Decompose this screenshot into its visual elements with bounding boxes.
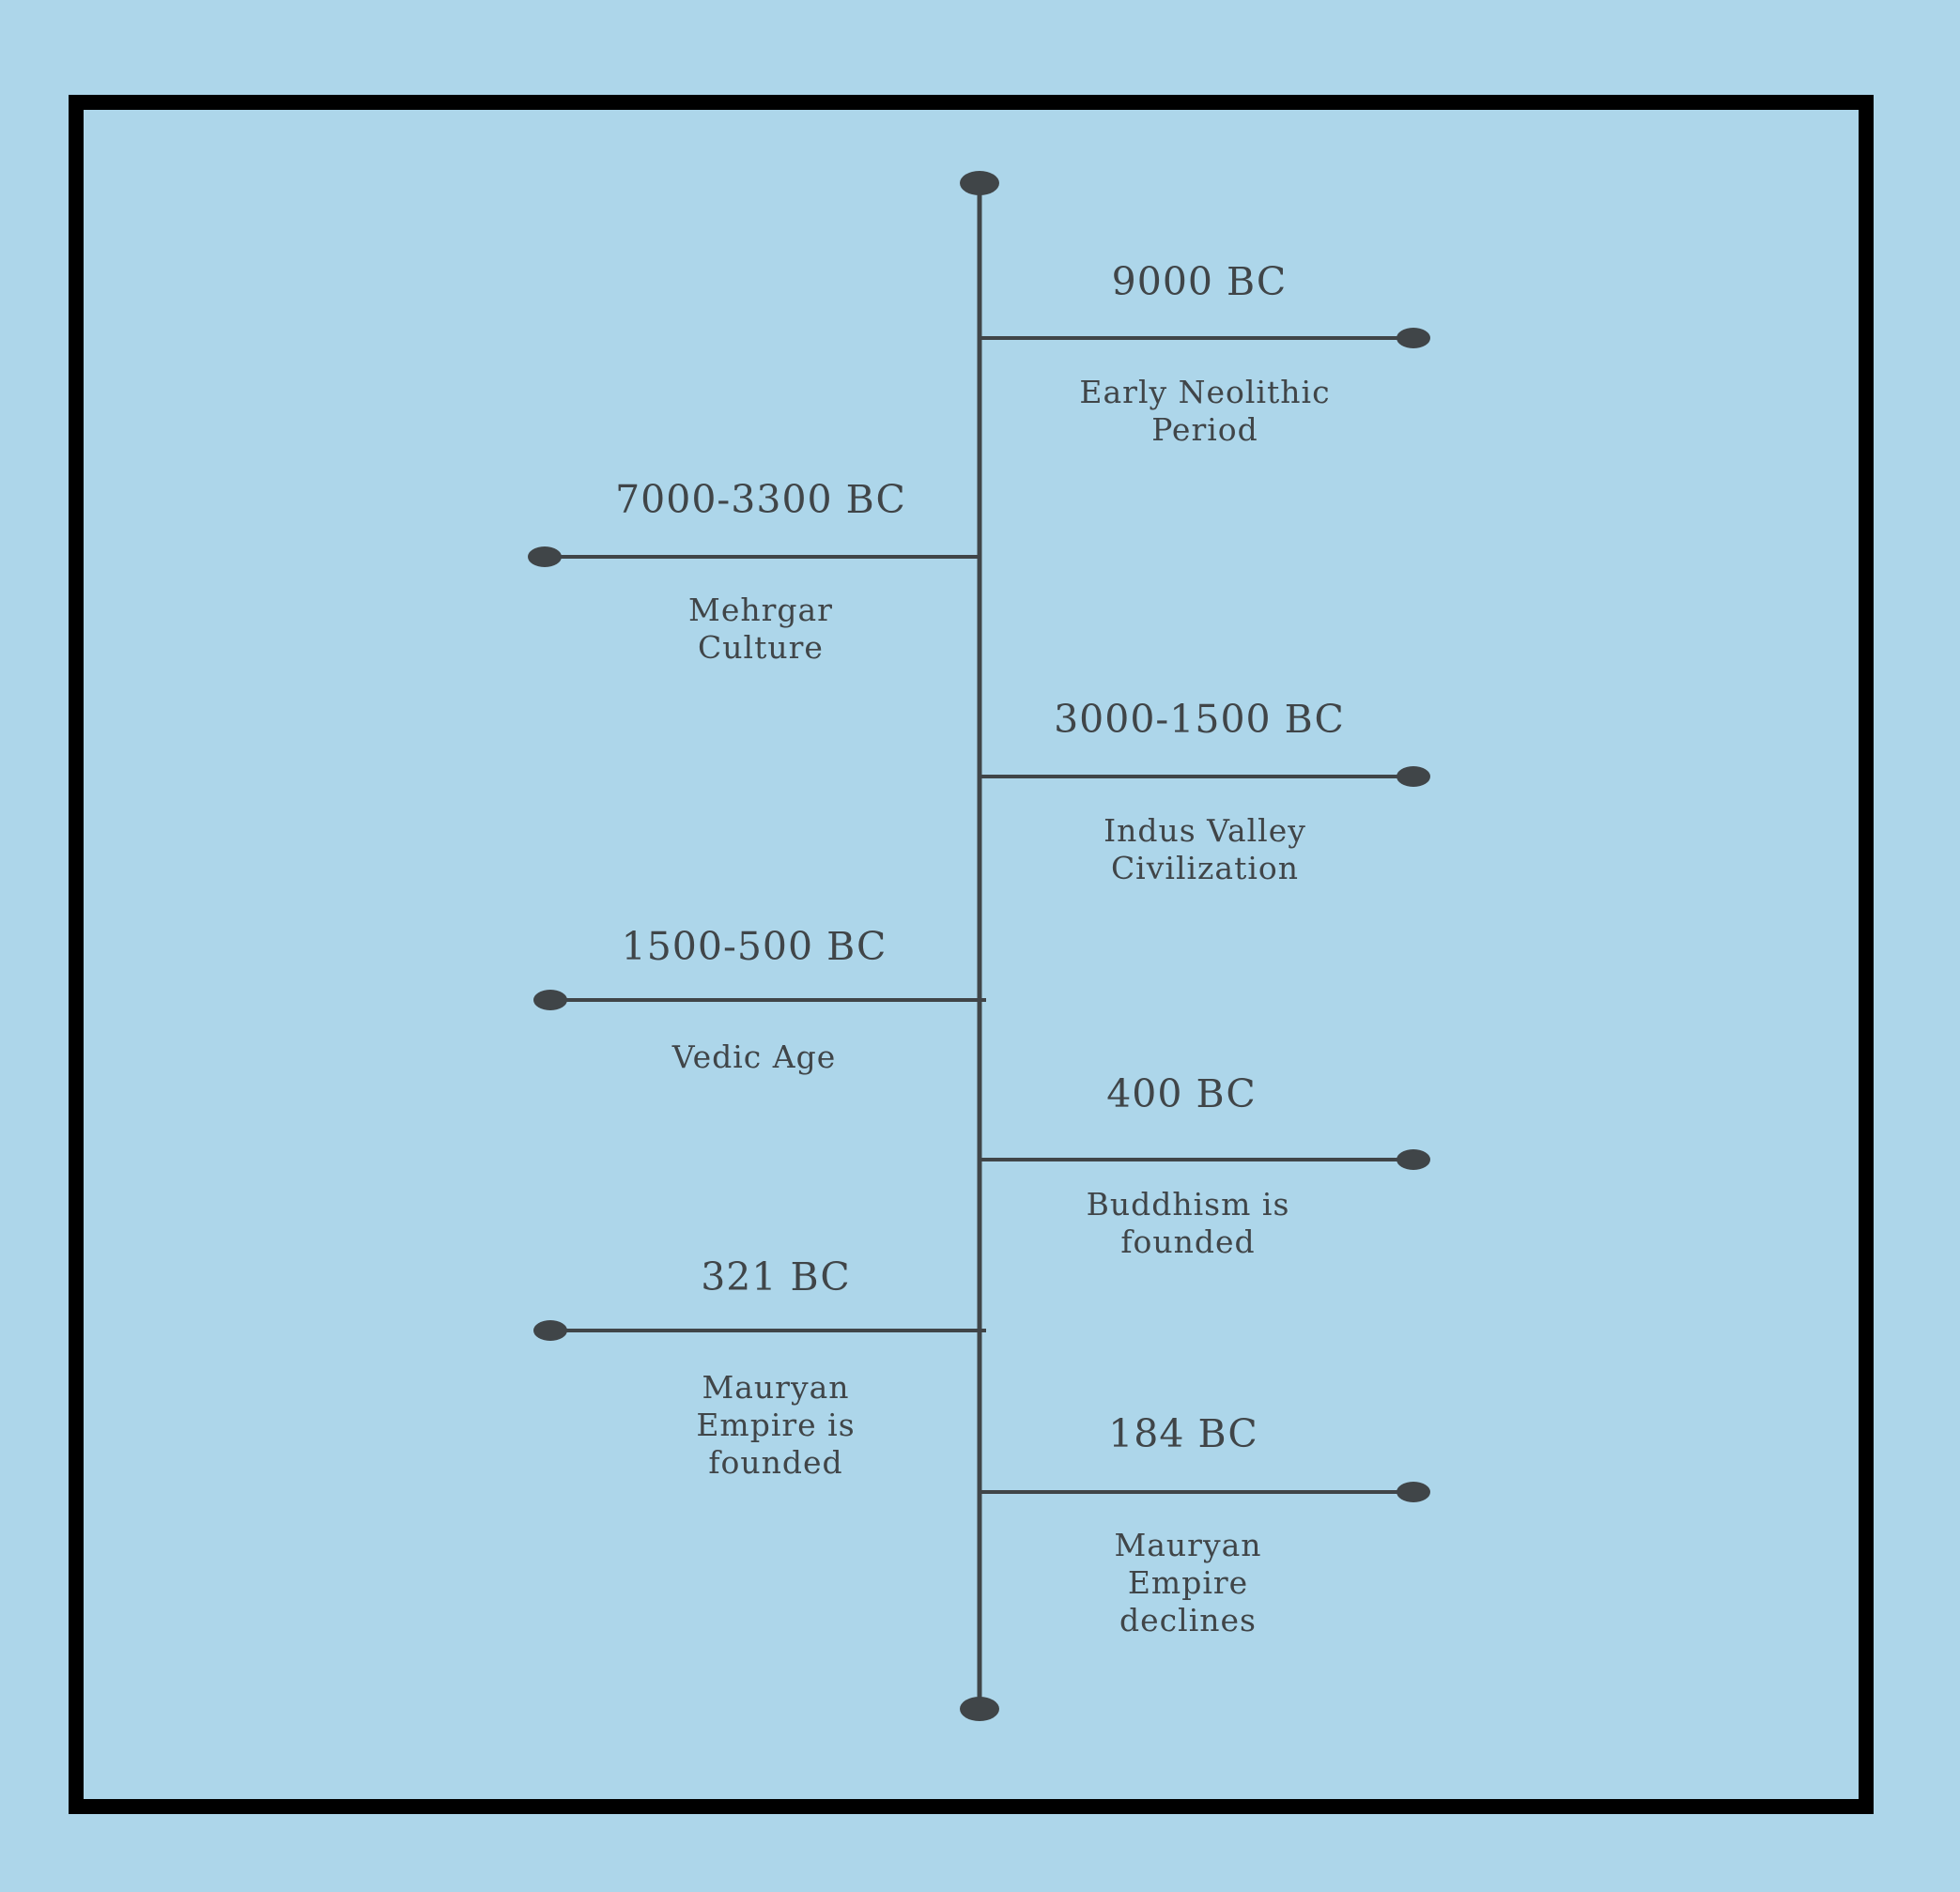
event-description-4: Vedic Age [671,1038,837,1075]
event-dot-6 [533,1320,567,1341]
event-date-3: 3000-1500 BC [1054,697,1345,742]
event-date-2: 7000-3300 BC [615,477,906,522]
event-dot-2 [528,546,562,567]
event-description-7: Mauryan Empire declines [1114,1527,1262,1638]
event-date-1: 9000 BC [1111,259,1288,304]
event-dot-5 [1397,1149,1430,1170]
event-description-1: Early Neolithic Period [1079,374,1331,448]
event-description-5: Buddhism is founded [1086,1186,1290,1260]
event-description-3: Indus Valley Civilization [1103,812,1306,886]
event-dot-4 [533,990,567,1010]
event-description-2: Mehrgar Culture [688,592,833,666]
timeline-end-dot [960,1697,999,1721]
timeline-start-dot [960,171,999,195]
event-date-7: 184 BC [1108,1411,1258,1456]
event-date-4: 1500-500 BC [621,924,887,969]
event-dot-7 [1397,1482,1430,1502]
event-description-6: Mauryan Empire is founded [696,1369,856,1481]
event-dot-3 [1397,766,1430,787]
timeline-frame [69,95,1874,1814]
event-date-5: 400 BC [1106,1071,1257,1116]
event-date-6: 321 BC [701,1254,851,1300]
event-dot-1 [1397,328,1430,348]
